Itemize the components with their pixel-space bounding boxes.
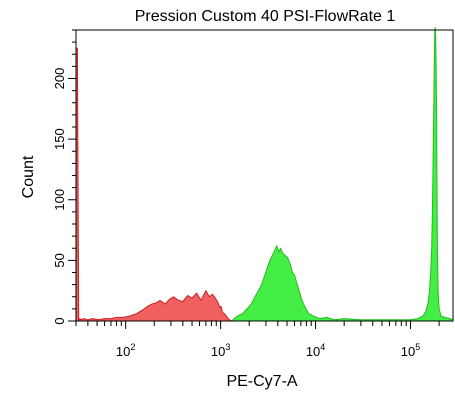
y-tick-label: 0: [52, 317, 67, 324]
y-axis: 0 50 100 150 200: [52, 29, 76, 325]
x-tick-label: 104: [306, 342, 325, 359]
plot-area: [75, 27, 454, 322]
chart-title: Pression Custom 40 PSI-FlowRate 1: [135, 8, 396, 25]
x-tick-label: 103: [211, 342, 230, 359]
histogram-series-1: [75, 47, 232, 322]
y-tick-label: 200: [52, 68, 67, 90]
y-tick-label: 100: [52, 189, 67, 211]
x-axis-label: PE-Cy7-A: [226, 373, 297, 390]
histogram-series-2: [230, 27, 454, 322]
y-tick-label: 150: [52, 128, 67, 150]
x-tick-label: 102: [116, 342, 135, 359]
y-tick-label: 50: [52, 253, 67, 267]
x-axis: 102 103 104 105: [75, 321, 440, 359]
y-axis-label: Count: [20, 155, 37, 198]
x-tick-label: 105: [401, 342, 420, 359]
